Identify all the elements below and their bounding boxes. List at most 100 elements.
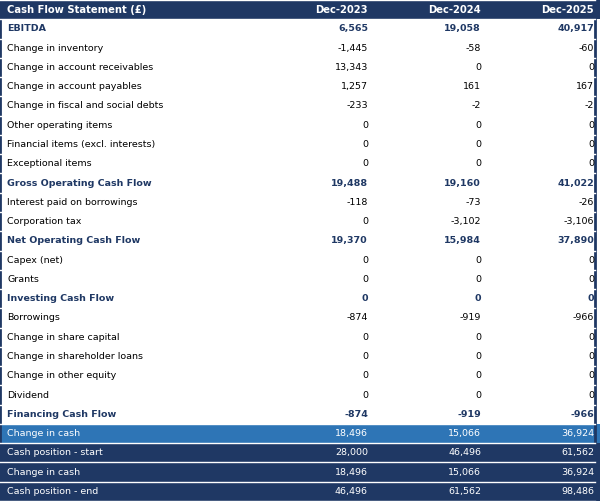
Text: 161: 161 bbox=[463, 82, 481, 91]
Text: Dec-2023: Dec-2023 bbox=[316, 5, 368, 15]
Text: Change in account payables: Change in account payables bbox=[7, 82, 142, 91]
Bar bbox=[488, 193, 600, 212]
Text: -58: -58 bbox=[466, 44, 481, 53]
Text: -1,445: -1,445 bbox=[338, 44, 368, 53]
Text: Change in share capital: Change in share capital bbox=[7, 333, 119, 342]
Bar bbox=[488, 347, 600, 366]
Bar bbox=[488, 424, 600, 443]
Text: Dec-2024: Dec-2024 bbox=[428, 5, 481, 15]
Bar bbox=[262, 135, 375, 154]
Text: 46,496: 46,496 bbox=[448, 448, 481, 457]
Bar bbox=[375, 385, 488, 405]
Text: Change in account receivables: Change in account receivables bbox=[7, 63, 154, 72]
Text: 0: 0 bbox=[475, 275, 481, 284]
Bar bbox=[375, 270, 488, 289]
Bar bbox=[488, 39, 600, 58]
Bar bbox=[0, 116, 262, 135]
Bar bbox=[375, 135, 488, 154]
Bar bbox=[0, 405, 262, 424]
Bar bbox=[488, 405, 600, 424]
Bar bbox=[375, 96, 488, 116]
Text: 0: 0 bbox=[588, 63, 594, 72]
Bar bbox=[262, 96, 375, 116]
Bar bbox=[488, 250, 600, 270]
Text: Interest paid on borrowings: Interest paid on borrowings bbox=[7, 198, 137, 207]
Text: 18,496: 18,496 bbox=[335, 429, 368, 438]
Bar bbox=[0, 443, 262, 462]
Bar bbox=[262, 250, 375, 270]
Bar bbox=[488, 58, 600, 77]
Bar bbox=[0, 250, 262, 270]
Text: 15,984: 15,984 bbox=[444, 236, 481, 245]
Bar bbox=[375, 405, 488, 424]
Text: 0: 0 bbox=[475, 390, 481, 399]
Bar bbox=[262, 19, 375, 39]
Bar bbox=[375, 424, 488, 443]
Bar bbox=[262, 116, 375, 135]
Bar bbox=[262, 58, 375, 77]
Bar bbox=[488, 289, 600, 308]
Bar bbox=[0, 96, 262, 116]
Text: 0: 0 bbox=[362, 390, 368, 399]
Bar bbox=[262, 366, 375, 385]
Text: Cash position - start: Cash position - start bbox=[7, 448, 103, 457]
Text: -919: -919 bbox=[457, 410, 481, 419]
Text: -73: -73 bbox=[466, 198, 481, 207]
Bar bbox=[375, 58, 488, 77]
Bar bbox=[488, 96, 600, 116]
Bar bbox=[0, 135, 262, 154]
Text: -233: -233 bbox=[346, 102, 368, 111]
Bar bbox=[0, 366, 262, 385]
Text: Dec-2025: Dec-2025 bbox=[542, 5, 594, 15]
Text: 0: 0 bbox=[588, 159, 594, 168]
Bar bbox=[375, 19, 488, 39]
Text: 19,058: 19,058 bbox=[444, 25, 481, 34]
Text: 0: 0 bbox=[588, 333, 594, 342]
Bar bbox=[0, 289, 262, 308]
Bar bbox=[0, 424, 262, 443]
Bar bbox=[375, 289, 488, 308]
Text: 0: 0 bbox=[588, 352, 594, 361]
Bar bbox=[488, 154, 600, 173]
Text: Dividend: Dividend bbox=[7, 390, 49, 399]
Text: 0: 0 bbox=[475, 63, 481, 72]
Bar bbox=[375, 212, 488, 231]
Text: Other operating items: Other operating items bbox=[7, 121, 113, 130]
Bar bbox=[0, 58, 262, 77]
Text: Grants: Grants bbox=[7, 275, 39, 284]
Bar bbox=[375, 443, 488, 462]
Text: 0: 0 bbox=[475, 121, 481, 130]
Bar bbox=[262, 443, 375, 462]
Text: 0: 0 bbox=[588, 256, 594, 265]
Bar bbox=[262, 482, 375, 501]
Bar bbox=[262, 39, 375, 58]
Bar bbox=[262, 231, 375, 250]
Text: 28,000: 28,000 bbox=[335, 448, 368, 457]
Bar bbox=[375, 0, 488, 19]
Bar bbox=[262, 308, 375, 328]
Bar bbox=[262, 347, 375, 366]
Text: 0: 0 bbox=[362, 275, 368, 284]
Text: 61,562: 61,562 bbox=[561, 448, 594, 457]
Text: -874: -874 bbox=[347, 314, 368, 323]
Bar bbox=[375, 231, 488, 250]
Text: 0: 0 bbox=[475, 352, 481, 361]
Bar bbox=[0, 173, 262, 193]
Text: 46,496: 46,496 bbox=[335, 487, 368, 496]
Text: 0: 0 bbox=[362, 121, 368, 130]
Text: -3,106: -3,106 bbox=[563, 217, 594, 226]
Text: 37,890: 37,890 bbox=[557, 236, 594, 245]
Bar bbox=[488, 385, 600, 405]
Bar bbox=[0, 308, 262, 328]
Bar bbox=[375, 250, 488, 270]
Bar bbox=[375, 77, 488, 96]
Bar bbox=[0, 328, 262, 347]
Bar bbox=[262, 289, 375, 308]
Text: 1,257: 1,257 bbox=[341, 82, 368, 91]
Text: 0: 0 bbox=[362, 352, 368, 361]
Text: 36,924: 36,924 bbox=[561, 467, 594, 476]
Bar bbox=[375, 366, 488, 385]
Text: -874: -874 bbox=[344, 410, 368, 419]
Text: 0: 0 bbox=[475, 159, 481, 168]
Text: Change in fiscal and social debts: Change in fiscal and social debts bbox=[7, 102, 164, 111]
